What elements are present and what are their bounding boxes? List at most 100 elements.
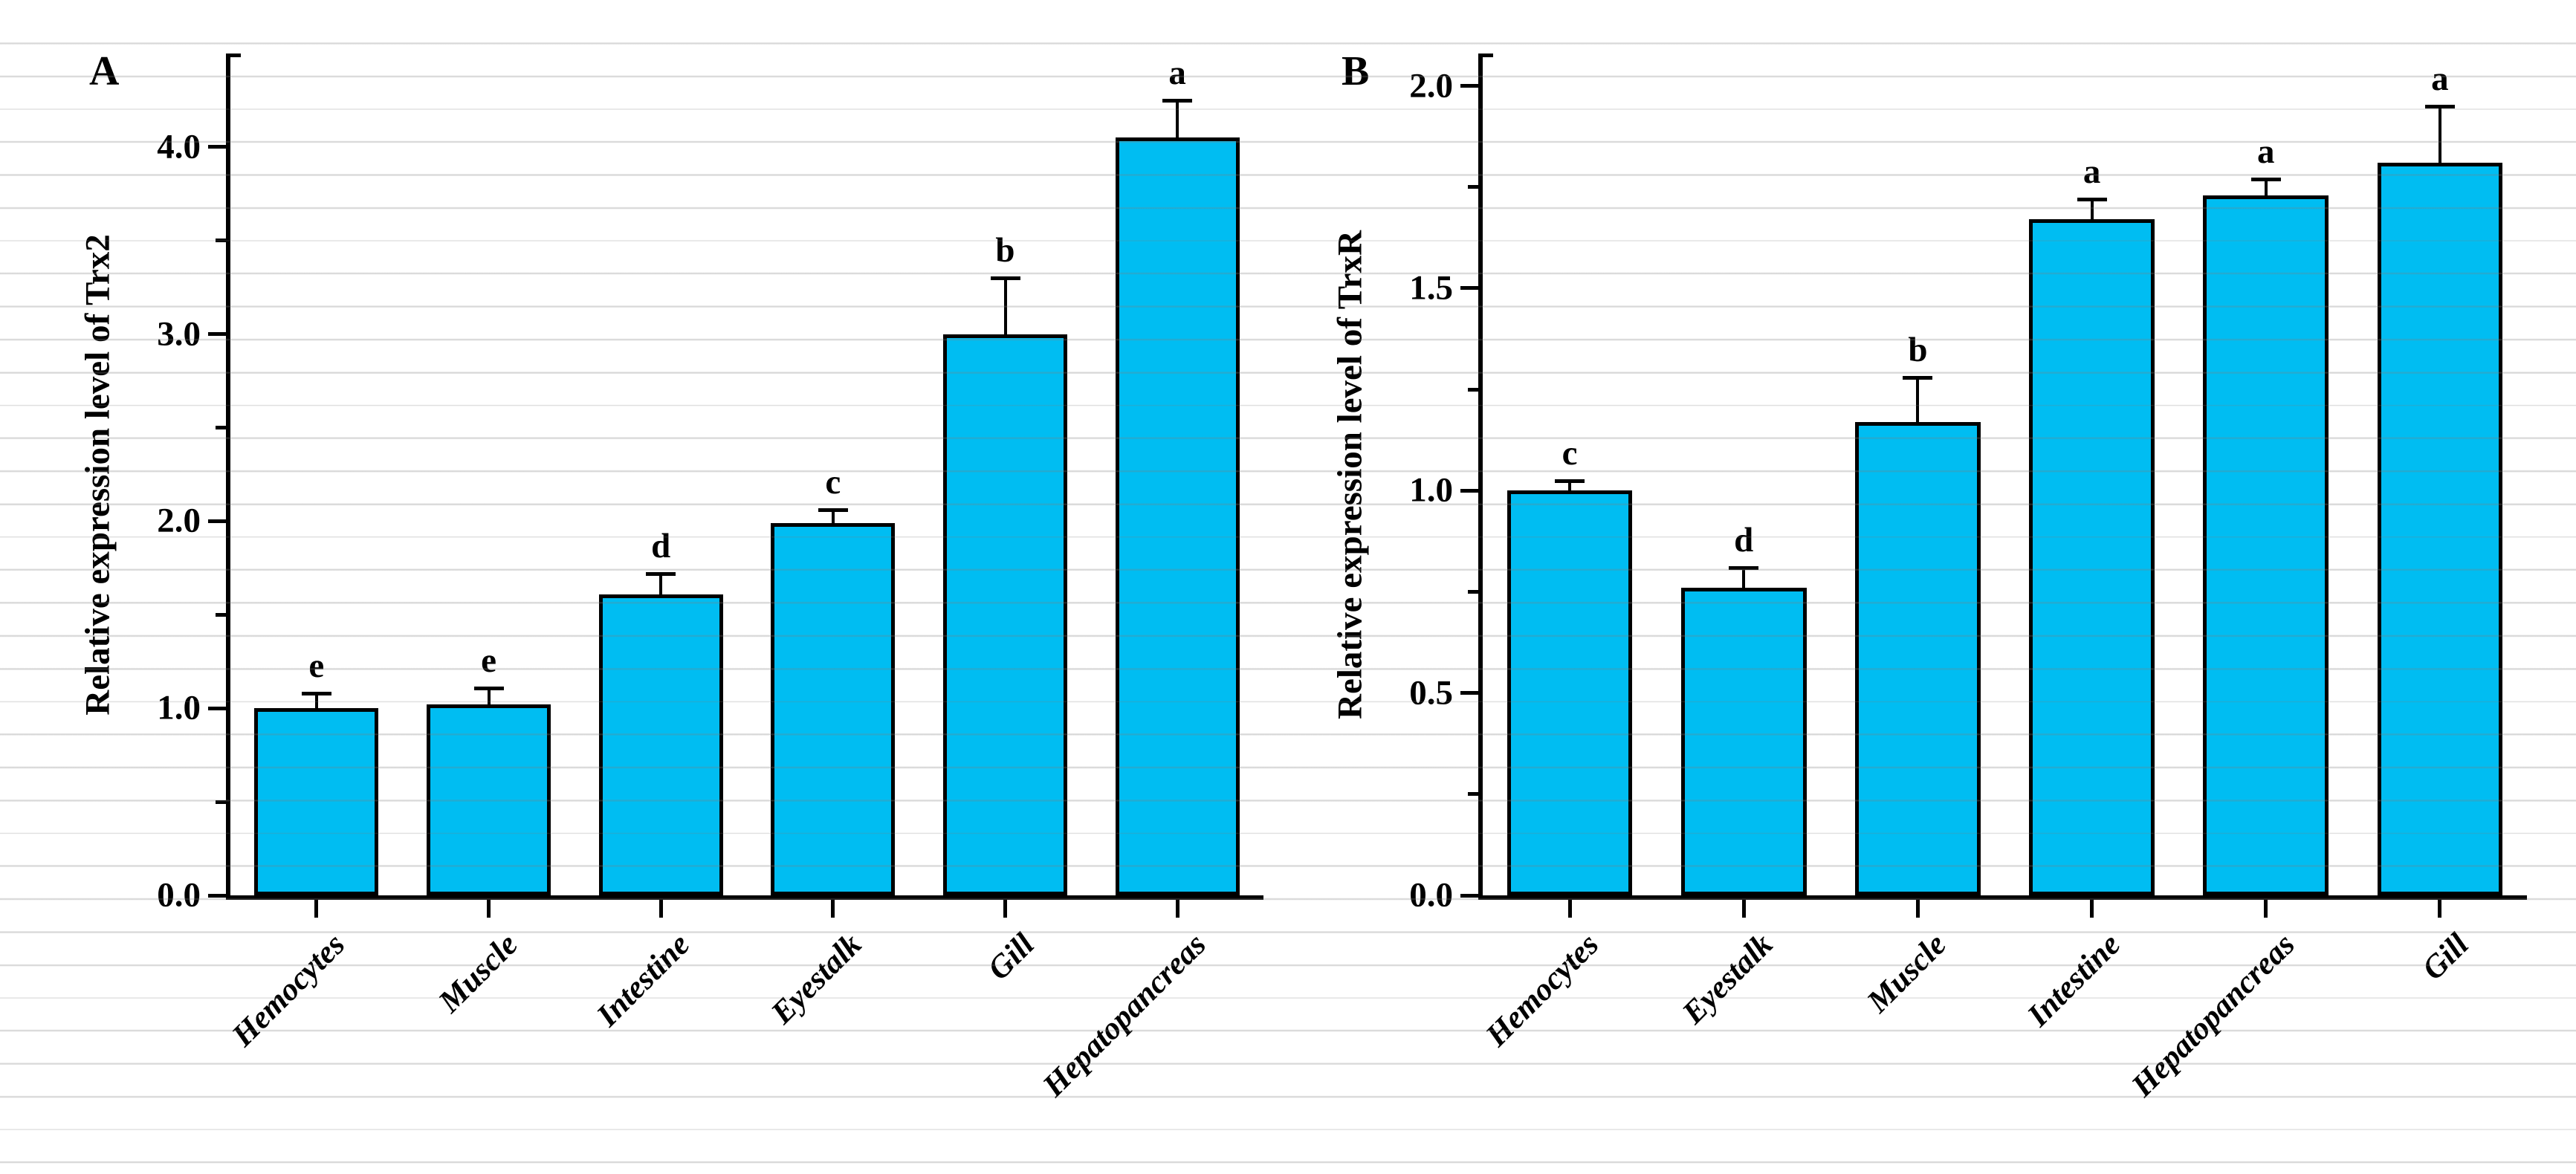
error-bar-hemocytes: [314, 693, 318, 709]
y-axis-top-cap: [1483, 53, 1493, 57]
x-tick-hepatopancreas: [1175, 900, 1179, 918]
x-tick-gill: [1003, 900, 1007, 918]
error-cap-hemocytes: [1555, 479, 1585, 483]
y-minor-tick: [1468, 185, 1478, 189]
sig-letter-eyestalk: d: [1734, 520, 1754, 560]
error-cap-hepatopancreas: [2250, 177, 2281, 181]
sig-letter-intestine: d: [651, 526, 671, 565]
y-major-tick: [208, 519, 226, 523]
y-minor-tick: [1468, 589, 1478, 594]
x-tick-intestine: [658, 900, 663, 918]
error-cap-eyestalk: [818, 508, 848, 513]
error-cap-muscle: [1903, 375, 1933, 380]
error-cap-eyestalk: [1729, 565, 1759, 570]
x-category-label-intestine: Intestine: [2021, 927, 2128, 1034]
y-major-tick: [1460, 488, 1478, 493]
bar-hepatopancreas: [2203, 195, 2329, 895]
y-minor-tick: [216, 239, 226, 243]
error-cap-hemocytes: [301, 692, 331, 696]
bar-gill: [2377, 163, 2503, 895]
y-tick-label: 1.5: [1409, 268, 1453, 308]
error-cap-intestine: [646, 571, 676, 576]
bar-muscle: [1855, 421, 1981, 895]
x-tick-eyestalk: [831, 900, 835, 918]
panel-label-A: A: [89, 48, 120, 94]
error-bar-eyestalk: [831, 510, 835, 523]
y-tick-label: 1.0: [1409, 470, 1453, 510]
y-tick-label: 3.0: [157, 314, 201, 354]
x-category-label-gill: Gill: [2415, 927, 2476, 987]
error-cap-intestine: [2077, 198, 2107, 202]
bar-gill: [943, 334, 1067, 895]
error-bar-gill: [1003, 278, 1007, 334]
y-major-tick: [1460, 84, 1478, 88]
sig-letter-muscle: b: [1908, 330, 1928, 369]
y-minor-tick: [1468, 792, 1478, 797]
y-major-tick: [1460, 893, 1478, 898]
x-category-label-eyestalk: Eyestalk: [1675, 927, 1780, 1031]
x-category-label-hemocytes: Hemocytes: [1478, 927, 1605, 1054]
error-bar-eyestalk: [1742, 567, 1746, 588]
x-category-label-hepatopancreas: Hepatopancreas: [2124, 927, 2302, 1104]
y-tick-label: 0.0: [1409, 875, 1453, 915]
y-minor-tick: [1468, 387, 1478, 392]
error-cap-hepatopancreas: [1162, 98, 1193, 103]
y-tick-label: 4.0: [157, 127, 201, 166]
sig-letter-gill: a: [2431, 59, 2449, 98]
error-bar-muscle: [1916, 377, 1920, 422]
error-bar-intestine: [2090, 199, 2094, 220]
x-tick-hemocytes: [314, 900, 319, 918]
y-axis-top-cap: [230, 53, 241, 57]
sig-letter-hepatopancreas: a: [2257, 132, 2275, 171]
y-major-tick: [1460, 286, 1478, 291]
x-tick-intestine: [2090, 900, 2094, 918]
sig-letter-hemocytes: c: [1562, 433, 1578, 473]
error-bar-hemocytes: [1568, 480, 1572, 491]
y-major-tick: [208, 145, 226, 149]
y-axis-title: Relative expression level of TrxR: [1330, 230, 1370, 719]
y-major-tick: [208, 893, 226, 898]
sig-letter-muscle: e: [481, 640, 496, 680]
y-major-tick: [1460, 691, 1478, 695]
y-axis-spine: [226, 53, 230, 900]
y-tick-label: 0.5: [1409, 673, 1453, 713]
x-tick-muscle: [1915, 900, 1920, 918]
y-axis-spine: [1478, 53, 1483, 900]
x-axis-spine: [1478, 895, 2527, 900]
y-minor-tick: [216, 612, 226, 617]
x-tick-eyestalk: [1741, 900, 1746, 918]
sig-letter-gill: b: [995, 231, 1015, 270]
bar-intestine: [2029, 219, 2155, 895]
y-tick-label: 2.0: [157, 501, 201, 540]
y-tick-label: 2.0: [1409, 66, 1453, 106]
y-major-tick: [208, 706, 226, 710]
error-bar-hepatopancreas: [2264, 178, 2268, 195]
bar-eyestalk: [1680, 588, 1807, 895]
error-bar-muscle: [487, 687, 491, 705]
sig-letter-hepatopancreas: a: [1168, 53, 1186, 92]
x-axis-spine: [226, 895, 1263, 900]
error-cap-gill: [2424, 104, 2455, 108]
error-bar-hepatopancreas: [1176, 100, 1179, 138]
bar-eyestalk: [771, 522, 896, 895]
x-tick-gill: [2438, 900, 2442, 918]
y-major-tick: [208, 332, 226, 337]
sig-letter-hemocytes: e: [308, 646, 325, 686]
error-cap-muscle: [473, 686, 504, 690]
panel-label-B: B: [1342, 48, 1370, 94]
y-minor-tick: [216, 800, 226, 804]
bar-hemocytes: [254, 708, 379, 895]
error-bar-gill: [2438, 106, 2441, 163]
y-tick-label: 0.0: [157, 875, 201, 915]
y-minor-tick: [216, 426, 226, 430]
sig-letter-eyestalk: c: [825, 463, 841, 502]
bar-intestine: [598, 594, 723, 895]
x-category-label-muscle: Muscle: [1860, 927, 1954, 1020]
x-tick-muscle: [487, 900, 491, 918]
y-tick-label: 1.0: [157, 688, 201, 727]
error-cap-gill: [990, 276, 1020, 281]
error-bar-intestine: [659, 573, 663, 594]
